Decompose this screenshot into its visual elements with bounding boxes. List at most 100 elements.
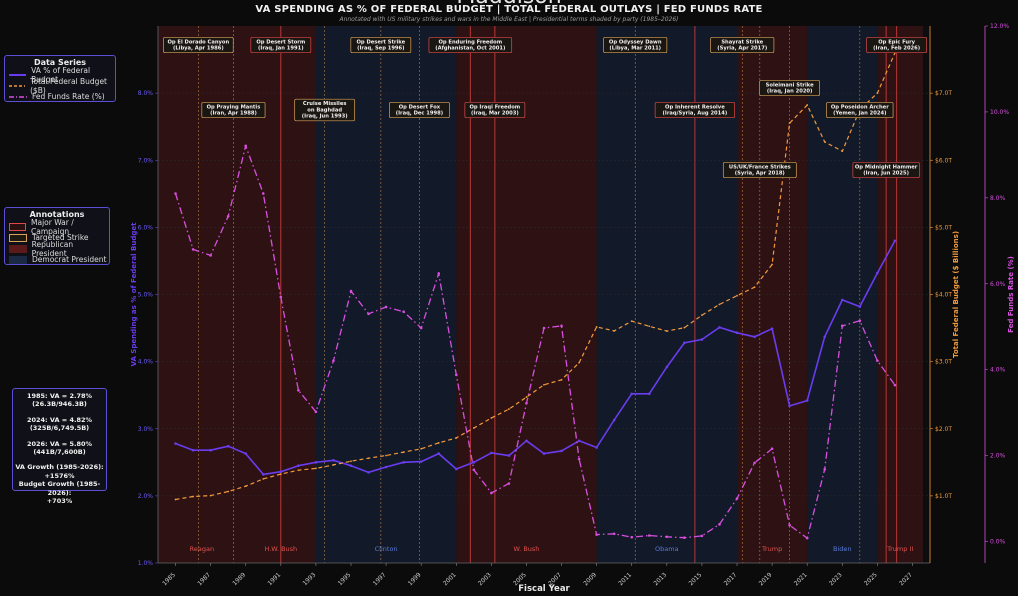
data-point bbox=[525, 439, 528, 443]
legend-item-va: VA % of Federal Budget bbox=[5, 66, 115, 84]
data-point bbox=[279, 473, 282, 476]
data-point bbox=[647, 392, 651, 396]
annotation-text: on Baghdad bbox=[307, 107, 342, 113]
rate-axis-label: Fed Funds Rate (%) bbox=[1007, 256, 1015, 333]
annotation-text: Op Desert Fox bbox=[399, 104, 441, 110]
legend-data-series-title: Data Series bbox=[33, 58, 87, 67]
budget-tick-label: $6.0T bbox=[935, 157, 952, 164]
data-point bbox=[823, 141, 826, 143]
data-point bbox=[297, 389, 300, 392]
rate-tick-label: 0.0% bbox=[990, 539, 1006, 546]
data-point bbox=[542, 452, 546, 455]
data-point bbox=[367, 457, 370, 460]
presidency-label: Reagan bbox=[190, 545, 214, 553]
stats-line: Budget Growth (1985-2026): bbox=[18, 480, 101, 497]
data-point bbox=[683, 326, 686, 329]
data-point bbox=[701, 314, 703, 317]
data-point bbox=[612, 418, 616, 422]
annotation-box bbox=[294, 98, 356, 122]
rate-tick-label: 4.0% bbox=[990, 367, 1006, 374]
data-point bbox=[402, 310, 405, 313]
legend-swatch-strike bbox=[9, 233, 27, 242]
budget-axis-label: Total Federal Budget ($ Billions) bbox=[952, 231, 960, 358]
data-point bbox=[437, 272, 441, 275]
data-point bbox=[613, 330, 616, 332]
series-line bbox=[175, 240, 896, 476]
annotation-box bbox=[722, 161, 797, 179]
data-point bbox=[314, 461, 318, 464]
data-point bbox=[841, 150, 844, 153]
data-point bbox=[840, 298, 844, 302]
annotation-box bbox=[852, 161, 920, 179]
x-tick-label: 2019 bbox=[758, 571, 774, 587]
data-point bbox=[595, 325, 598, 328]
data-point bbox=[823, 468, 827, 471]
annotation-box bbox=[389, 101, 450, 119]
series-lines bbox=[174, 51, 897, 540]
x-tick-label: 2017 bbox=[723, 571, 739, 587]
x-tick-label: 1999 bbox=[407, 571, 423, 587]
annotation-text: (Libya, Mar 2011) bbox=[609, 46, 661, 52]
data-point bbox=[630, 392, 634, 396]
legend-swatch-rate bbox=[9, 95, 27, 98]
annotation-box bbox=[826, 101, 894, 119]
data-point bbox=[560, 378, 563, 381]
data-point bbox=[472, 461, 476, 464]
x-tick-label: 2025 bbox=[863, 571, 879, 587]
annotation-text: (Iraq, Dec 1998) bbox=[396, 111, 443, 117]
data-point bbox=[543, 383, 545, 386]
x-tick-label: 2003 bbox=[477, 571, 493, 587]
rate-tick-label: 10.0% bbox=[990, 109, 1009, 116]
data-point bbox=[279, 470, 283, 474]
x-tick-label: 2027 bbox=[898, 571, 914, 587]
annotation-box bbox=[350, 36, 412, 54]
data-point bbox=[665, 365, 669, 369]
legend-item-rate: Fed Funds Rate (%) bbox=[5, 91, 115, 102]
x-tick-label: 1995 bbox=[337, 571, 353, 587]
data-point bbox=[577, 457, 581, 461]
data-point bbox=[876, 359, 879, 362]
stats-line: +1576% bbox=[44, 471, 75, 480]
x-tick-label: 2021 bbox=[793, 571, 809, 587]
data-point bbox=[384, 305, 388, 309]
data-point bbox=[384, 465, 388, 469]
data-point bbox=[402, 451, 405, 454]
data-point bbox=[419, 460, 423, 463]
chart-subtitle: Annotated with US military strikes and w… bbox=[339, 16, 679, 23]
data-point bbox=[683, 536, 686, 539]
legend-label-war: Major War / Campaign bbox=[31, 217, 74, 236]
presidency-label: Biden bbox=[833, 545, 852, 553]
data-point bbox=[191, 248, 195, 251]
x-tick-label: 1989 bbox=[231, 571, 247, 587]
data-point bbox=[840, 324, 844, 328]
stats-line: VA Growth (1985-2026): bbox=[15, 463, 104, 472]
data-point bbox=[191, 448, 195, 452]
annotation-box bbox=[464, 101, 526, 119]
legend-swatch-va bbox=[9, 73, 27, 76]
data-point bbox=[665, 535, 669, 539]
data-point bbox=[174, 442, 177, 445]
left-tick-label: 5.0% bbox=[138, 292, 154, 299]
data-point bbox=[735, 331, 739, 335]
annotation-box bbox=[710, 36, 775, 54]
annotation-text: (Libya, Apr 1986) bbox=[173, 46, 224, 52]
annotation-text: (Iraq, Jun 1993) bbox=[302, 114, 348, 120]
budget-tick-label: $1.0T bbox=[935, 493, 952, 500]
annotation-text: Soleimani Strike bbox=[766, 82, 814, 88]
data-point bbox=[472, 468, 476, 472]
data-point bbox=[718, 523, 721, 526]
legend-swatch-democrat bbox=[9, 255, 27, 264]
data-point bbox=[297, 469, 300, 472]
budget-tick-label: $4.0T bbox=[935, 292, 952, 299]
data-point bbox=[788, 404, 791, 408]
data-point bbox=[226, 215, 230, 218]
left-tick-label: 8.0% bbox=[138, 90, 154, 97]
x-tick-label: 2001 bbox=[442, 571, 458, 587]
legend-item-republican: Republican President bbox=[5, 240, 109, 258]
data-point bbox=[226, 444, 230, 448]
legend-label-strike: Targeted Strike bbox=[32, 233, 89, 242]
annotation-text: Op Epic Fury bbox=[878, 39, 915, 45]
data-point bbox=[490, 491, 493, 495]
annotation-text: Op Iraqi Freedom bbox=[470, 104, 521, 110]
budget-tick-label: $7.0T bbox=[935, 90, 952, 97]
